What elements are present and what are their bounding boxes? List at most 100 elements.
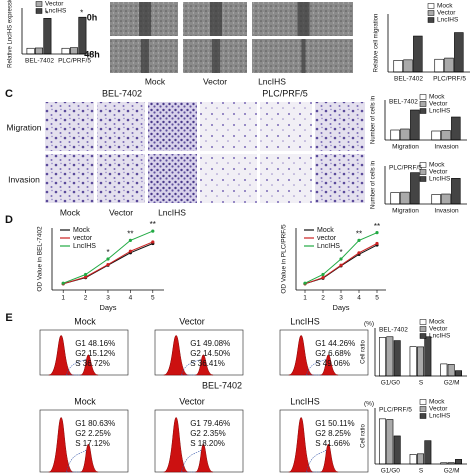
- column-label: Mock: [74, 396, 96, 406]
- histogram-s: [181, 449, 204, 473]
- row-label: 0h: [87, 12, 98, 22]
- point: [303, 281, 307, 285]
- legend-label: LncIHS: [73, 243, 96, 250]
- bar: [424, 336, 432, 377]
- legend-label: Vector: [429, 406, 448, 413]
- chart-title: BEL-7402: [389, 99, 418, 106]
- point: [84, 275, 88, 279]
- x-tick-label: 3: [106, 295, 110, 302]
- y-axis-label: Number of cells in: [371, 96, 377, 144]
- point: [128, 249, 132, 253]
- legend-label: Vector: [429, 326, 448, 333]
- histogram-s: [306, 449, 329, 473]
- histogram-g1: [288, 335, 314, 376]
- legend-swatch: [419, 94, 427, 100]
- wound-gap: [301, 39, 306, 73]
- x-tick-label: G2/M: [444, 380, 460, 387]
- wound-gap: [141, 39, 149, 73]
- legend-swatch: [419, 413, 427, 419]
- y-axis-label: Relative cell migration: [374, 14, 380, 73]
- point: [84, 272, 88, 277]
- histogram-g2: [320, 354, 339, 376]
- point: [151, 229, 155, 233]
- legend-label: Mock: [437, 3, 453, 10]
- cycle-stat: G2 6.68%: [315, 349, 351, 358]
- row-label: Migration: [7, 122, 42, 132]
- significance: *: [45, 9, 48, 18]
- legend-label: Mock: [429, 94, 445, 101]
- transwell-image: [97, 102, 145, 151]
- x-tick-label: 4: [129, 295, 133, 302]
- cycle-stat: G1 79.46%: [190, 419, 230, 428]
- cycle-stat: S 49.06%: [315, 359, 350, 368]
- x-tick-label: BEL-7402: [394, 76, 423, 83]
- y-axis-label: OD Value in PLC/PRF/5: [281, 224, 288, 294]
- y-axis-label: OD Value in BEL-7402: [37, 226, 44, 292]
- significance: **: [374, 222, 380, 231]
- bar: [43, 18, 52, 55]
- histogram-g1: [163, 417, 189, 473]
- y-unit: (%): [364, 401, 374, 408]
- transwell-image: [260, 154, 312, 203]
- cycle-stat: S 17.12%: [75, 439, 110, 448]
- bar: [424, 440, 432, 465]
- x-tick-label: BEL-7402: [25, 58, 54, 65]
- bar: [400, 128, 410, 141]
- chart-title: PLC/PRF/5: [389, 165, 422, 172]
- legend-label: Mock: [429, 319, 445, 326]
- x-tick-label: S: [419, 468, 424, 474]
- bar: [431, 194, 441, 205]
- significance: *: [80, 8, 83, 17]
- column-label: LncIHS: [158, 207, 186, 217]
- legend-label: LncIHS: [429, 176, 451, 183]
- x-tick-label: Invasion: [434, 144, 459, 151]
- legend-label: Vector: [429, 169, 448, 176]
- x-tick-label: G1/G0: [381, 468, 401, 474]
- point: [357, 238, 361, 242]
- cycle-stat: G2 2.25%: [75, 429, 111, 438]
- x-tick-label: Migration: [392, 208, 419, 215]
- legend-label: LncIHS: [437, 17, 459, 24]
- bar: [441, 130, 451, 141]
- panel-label: C: [5, 88, 13, 100]
- x-tick-label: 1: [303, 295, 307, 302]
- column-label: Vector: [179, 316, 205, 326]
- bar: [393, 435, 401, 465]
- transwell-image: [315, 102, 365, 151]
- cycle-stat: S 36.72%: [75, 359, 110, 368]
- legend-swatch: [419, 326, 427, 332]
- y-axis-label: Relative LncIHS expression: [8, 0, 14, 68]
- column-label: Vector: [179, 396, 205, 406]
- legend-label: Mock: [429, 162, 445, 169]
- bar: [455, 459, 463, 465]
- legend-label: vector: [317, 235, 337, 242]
- point: [321, 276, 325, 280]
- wound-gap: [297, 2, 310, 36]
- legend-label: Mock: [429, 399, 445, 406]
- group-title: BEL-7402: [102, 88, 142, 98]
- bar: [409, 346, 417, 377]
- histogram-g1: [48, 417, 74, 473]
- legend-label: vector: [73, 235, 93, 242]
- transwell-image: [148, 154, 197, 203]
- legend-swatch: [35, 8, 43, 14]
- wound-gap: [139, 2, 151, 36]
- x-tick-label: PLC/PRF/5: [433, 76, 466, 83]
- bar: [444, 57, 454, 73]
- bar: [440, 363, 448, 377]
- bar: [434, 58, 444, 73]
- y-axis-label: Number of cells in: [371, 161, 377, 209]
- transwell-image: [97, 154, 145, 203]
- x-tick-label: G1/G0: [381, 380, 401, 387]
- bar: [451, 116, 461, 141]
- histogram-g2: [80, 354, 99, 376]
- bar: [400, 191, 410, 205]
- legend-label: LncIHS: [429, 108, 451, 115]
- panel-label: E: [5, 312, 12, 324]
- legend-swatch: [419, 399, 427, 405]
- bar: [390, 192, 400, 205]
- y-axis-label: Cell ratio: [361, 424, 367, 448]
- x-tick-label: Invasion: [434, 208, 459, 215]
